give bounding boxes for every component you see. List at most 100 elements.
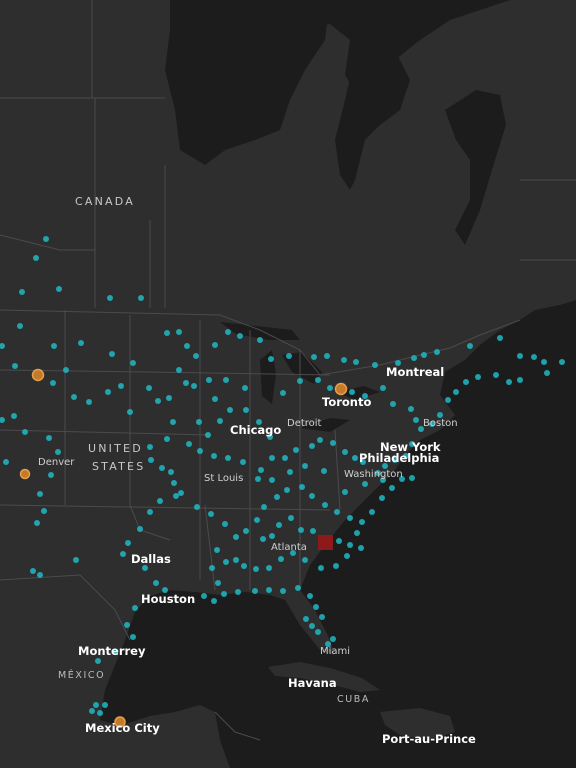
circle-icon[interactable] bbox=[168, 469, 174, 475]
circle-icon[interactable] bbox=[369, 509, 375, 515]
circle-icon[interactable] bbox=[403, 453, 409, 459]
circle-icon[interactable] bbox=[325, 641, 331, 647]
circle-icon[interactable] bbox=[33, 255, 39, 261]
circle-icon[interactable] bbox=[173, 493, 179, 499]
circle-icon[interactable] bbox=[411, 355, 417, 361]
circle-icon[interactable] bbox=[330, 636, 336, 642]
circle-icon[interactable] bbox=[193, 353, 199, 359]
circle-icon[interactable] bbox=[78, 340, 84, 346]
circle-icon[interactable] bbox=[176, 329, 182, 335]
circle-icon[interactable] bbox=[237, 333, 243, 339]
circle-icon[interactable] bbox=[409, 441, 415, 447]
circle-outline-icon[interactable] bbox=[19, 468, 31, 480]
circle-icon[interactable] bbox=[390, 401, 396, 407]
circle-icon[interactable] bbox=[130, 634, 136, 640]
circle-icon[interactable] bbox=[380, 477, 386, 483]
circle-icon[interactable] bbox=[159, 465, 165, 471]
circle-icon[interactable] bbox=[318, 565, 324, 571]
circle-icon[interactable] bbox=[298, 527, 304, 533]
circle-icon[interactable] bbox=[341, 357, 347, 363]
circle-icon[interactable] bbox=[347, 515, 353, 521]
circle-icon[interactable] bbox=[336, 538, 342, 544]
circle-icon[interactable] bbox=[493, 372, 499, 378]
circle-icon[interactable] bbox=[184, 343, 190, 349]
circle-icon[interactable] bbox=[214, 547, 220, 553]
circle-icon[interactable] bbox=[463, 379, 469, 385]
circle-icon[interactable] bbox=[445, 397, 451, 403]
circle-icon[interactable] bbox=[186, 441, 192, 447]
circle-icon[interactable] bbox=[266, 587, 272, 593]
circle-icon[interactable] bbox=[118, 383, 124, 389]
circle-icon[interactable] bbox=[243, 528, 249, 534]
circle-icon[interactable] bbox=[315, 377, 321, 383]
circle-icon[interactable] bbox=[233, 534, 239, 540]
circle-icon[interactable] bbox=[353, 359, 359, 365]
circle-icon[interactable] bbox=[102, 702, 108, 708]
circle-icon[interactable] bbox=[93, 702, 99, 708]
circle-outline-icon[interactable] bbox=[334, 382, 348, 396]
circle-icon[interactable] bbox=[302, 463, 308, 469]
circle-icon[interactable] bbox=[176, 367, 182, 373]
circle-icon[interactable] bbox=[497, 335, 503, 341]
circle-icon[interactable] bbox=[97, 710, 103, 716]
circle-icon[interactable] bbox=[194, 504, 200, 510]
circle-icon[interactable] bbox=[297, 378, 303, 384]
circle-icon[interactable] bbox=[255, 476, 261, 482]
circle-icon[interactable] bbox=[3, 459, 9, 465]
circle-icon[interactable] bbox=[124, 622, 130, 628]
circle-icon[interactable] bbox=[86, 399, 92, 405]
circle-icon[interactable] bbox=[413, 417, 419, 423]
circle-icon[interactable] bbox=[380, 385, 386, 391]
circle-icon[interactable] bbox=[157, 498, 163, 504]
circle-icon[interactable] bbox=[295, 585, 301, 591]
circle-icon[interactable] bbox=[254, 517, 260, 523]
circle-icon[interactable] bbox=[453, 389, 459, 395]
circle-icon[interactable] bbox=[280, 390, 286, 396]
circle-icon[interactable] bbox=[105, 389, 111, 395]
circle-icon[interactable] bbox=[183, 380, 189, 386]
circle-icon[interactable] bbox=[109, 351, 115, 357]
circle-icon[interactable] bbox=[46, 435, 52, 441]
circle-icon[interactable] bbox=[242, 385, 248, 391]
circle-icon[interactable] bbox=[196, 419, 202, 425]
circle-icon[interactable] bbox=[288, 515, 294, 521]
circle-icon[interactable] bbox=[327, 385, 333, 391]
circle-icon[interactable] bbox=[333, 563, 339, 569]
circle-icon[interactable] bbox=[212, 396, 218, 402]
circle-icon[interactable] bbox=[278, 556, 284, 562]
circle-icon[interactable] bbox=[302, 557, 308, 563]
circle-icon[interactable] bbox=[544, 370, 550, 376]
circle-outline-icon[interactable] bbox=[31, 368, 45, 382]
circle-icon[interactable] bbox=[222, 521, 228, 527]
circle-icon[interactable] bbox=[205, 432, 211, 438]
circle-icon[interactable] bbox=[347, 542, 353, 548]
circle-icon[interactable] bbox=[253, 566, 259, 572]
circle-icon[interactable] bbox=[517, 353, 523, 359]
circle-icon[interactable] bbox=[274, 494, 280, 500]
circle-icon[interactable] bbox=[379, 495, 385, 501]
circle-icon[interactable] bbox=[372, 362, 378, 368]
circle-icon[interactable] bbox=[506, 379, 512, 385]
circle-icon[interactable] bbox=[191, 383, 197, 389]
circle-icon[interactable] bbox=[89, 708, 95, 714]
circle-icon[interactable] bbox=[290, 550, 296, 556]
circle-icon[interactable] bbox=[408, 406, 414, 412]
circle-icon[interactable] bbox=[362, 481, 368, 487]
circle-icon[interactable] bbox=[342, 449, 348, 455]
circle-icon[interactable] bbox=[225, 455, 231, 461]
circle-icon[interactable] bbox=[276, 522, 282, 528]
circle-icon[interactable] bbox=[360, 459, 366, 465]
circle-icon[interactable] bbox=[309, 493, 315, 499]
circle-icon[interactable] bbox=[299, 484, 305, 490]
circle-icon[interactable] bbox=[267, 434, 273, 440]
circle-icon[interactable] bbox=[240, 459, 246, 465]
circle-icon[interactable] bbox=[17, 323, 23, 329]
circle-icon[interactable] bbox=[342, 489, 348, 495]
circle-icon[interactable] bbox=[317, 437, 323, 443]
circle-icon[interactable] bbox=[206, 377, 212, 383]
circle-icon[interactable] bbox=[375, 470, 381, 476]
circle-icon[interactable] bbox=[41, 508, 47, 514]
circle-icon[interactable] bbox=[73, 557, 79, 563]
circle-icon[interactable] bbox=[256, 419, 262, 425]
circle-icon[interactable] bbox=[541, 359, 547, 365]
